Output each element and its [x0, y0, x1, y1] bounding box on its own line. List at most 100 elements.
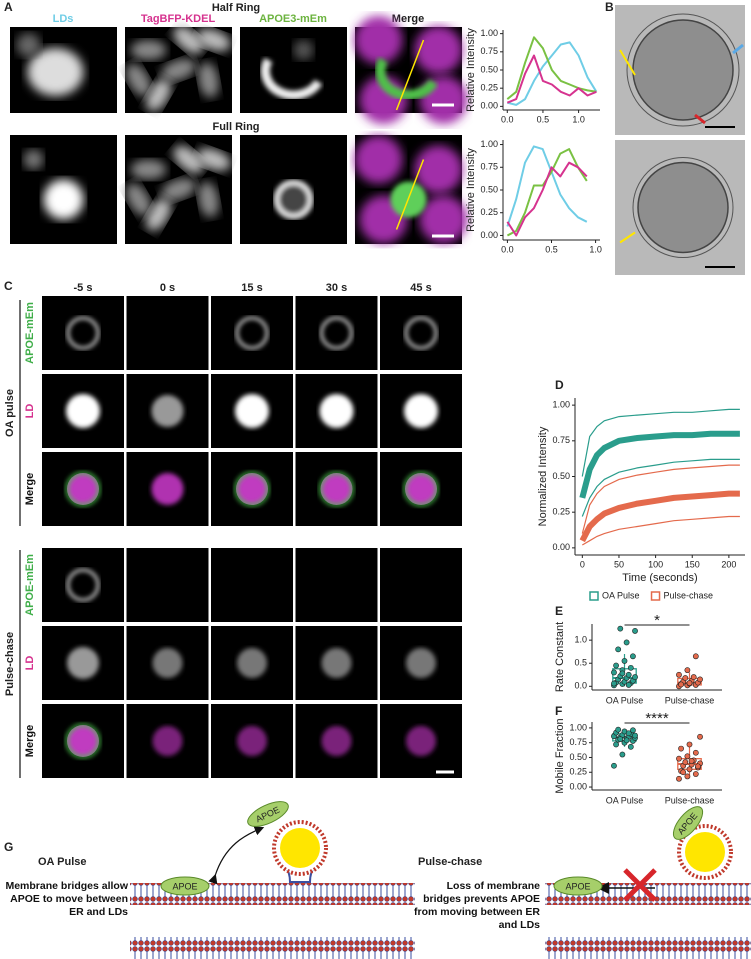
x-tick-label: OA Pulse [606, 795, 644, 805]
y-tick-label: 0.0 [574, 681, 587, 691]
data-point [676, 671, 682, 678]
data-point [630, 653, 636, 660]
y-tick-label: 0.75 [569, 737, 587, 747]
data-point [682, 759, 689, 766]
band-line [581, 458, 740, 517]
x-tick-label: 150 [685, 559, 700, 569]
data-point [619, 751, 626, 758]
ring [66, 568, 100, 602]
panel-label: A [4, 0, 13, 14]
legend-label: OA Pulse [602, 590, 640, 600]
ring [320, 316, 353, 350]
data-point [684, 753, 691, 760]
disc [406, 726, 436, 756]
micrograph [125, 135, 232, 244]
micrograph [211, 374, 293, 448]
series-line [506, 161, 588, 237]
micrograph [126, 626, 209, 700]
x-tick-label: 1.0 [572, 114, 585, 124]
x-tick-label: Pulse-chase [665, 695, 715, 705]
lipid-droplet [685, 832, 725, 872]
blob [198, 181, 219, 218]
y-axis-label: Relative Intensity [465, 148, 477, 232]
data-point [617, 625, 624, 632]
x-tick-label: 0.0 [501, 244, 514, 254]
disc [404, 394, 438, 428]
data-point [688, 758, 695, 764]
disc [319, 394, 354, 428]
y-tick-label: 0.75 [552, 435, 570, 445]
panel-label: E [555, 604, 563, 618]
blob [23, 149, 44, 170]
blob [126, 183, 151, 216]
data-point [611, 762, 617, 769]
micrograph [380, 374, 462, 448]
data-point [617, 736, 624, 743]
panel-label: F [555, 704, 562, 718]
data-point [686, 741, 693, 748]
micrograph [126, 452, 209, 526]
micrograph [42, 296, 124, 370]
time-label: 0 s [160, 282, 175, 294]
group-label: OA pulse [4, 389, 16, 437]
y-tick-label: 0.75 [480, 162, 498, 172]
y-tick-label: 0.00 [480, 230, 498, 240]
x-tick-label: 0.5 [545, 244, 558, 254]
data-point [676, 775, 682, 782]
panel-label: B [605, 0, 614, 14]
disc [151, 473, 184, 505]
micrograph [211, 704, 293, 778]
disc [237, 648, 267, 678]
y-tick-label: 0.25 [569, 767, 587, 777]
disc [151, 395, 184, 427]
significance-label: **** [645, 710, 669, 727]
x-tick-label: 1.0 [589, 244, 602, 254]
micrograph-bg [126, 548, 209, 622]
disc [152, 648, 183, 678]
data-point [632, 674, 638, 680]
blob [161, 178, 196, 201]
y-tick-label: 0.25 [552, 507, 570, 517]
blob [198, 62, 219, 98]
micrograph [126, 704, 209, 778]
schematic: APOE APOE APOE APOE OA Pulse Pulse-chase [38, 801, 751, 959]
ring [66, 316, 100, 350]
y-axis-label: Rate Constant [554, 622, 566, 692]
data-point [613, 662, 619, 669]
y-tick-label: 1.00 [552, 400, 570, 410]
disc [67, 725, 99, 757]
micrograph-bg [380, 548, 462, 622]
channel-label: Merge [24, 473, 36, 505]
band-line [581, 408, 740, 477]
y-tick-label: 1.0 [574, 635, 587, 645]
data-point [686, 766, 693, 773]
series-line [506, 54, 597, 104]
schematic-caption: Membrane bridges allow APOE to move betw… [5, 880, 128, 918]
data-point [692, 771, 699, 777]
legend-swatch [589, 591, 599, 601]
schematic-title: Pulse-chase [418, 856, 482, 868]
y-tick-label: 1.00 [480, 28, 498, 38]
protein-label: APOE [172, 881, 197, 891]
panel-label: G [4, 840, 13, 854]
blob [354, 135, 403, 184]
row-title: Half Ring [212, 2, 260, 14]
micrograph [211, 296, 293, 370]
micrograph [240, 27, 347, 113]
data-point [619, 670, 626, 677]
micrograph [126, 548, 209, 622]
micrograph [240, 135, 347, 244]
data-point [615, 646, 622, 653]
disc [321, 726, 352, 756]
data-point [676, 755, 682, 762]
disc [67, 647, 99, 679]
y-tick-label: 0.00 [552, 542, 570, 552]
x-tick-label: 200 [721, 559, 736, 569]
data-point [623, 737, 630, 744]
y-tick-label: 0.50 [552, 471, 570, 481]
micrograph [42, 626, 124, 700]
channel-label: TagBFP-KDEL [141, 13, 216, 25]
micrograph [295, 704, 378, 778]
data-point [684, 667, 691, 674]
micrograph [380, 296, 462, 370]
